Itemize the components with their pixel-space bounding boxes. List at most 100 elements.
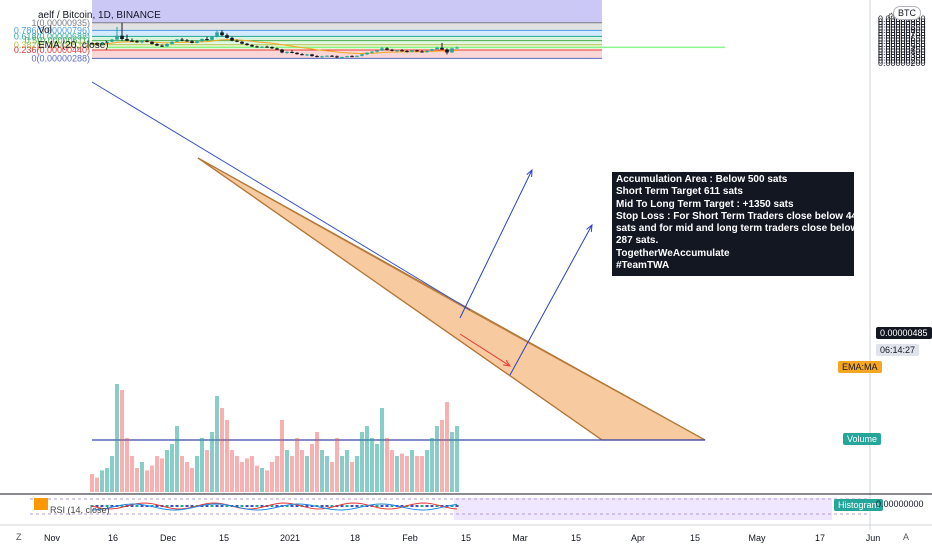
- volume-bar: [155, 456, 159, 492]
- candle: [295, 52, 299, 55]
- volume-bar: [245, 458, 249, 492]
- candle-body: [425, 50, 429, 53]
- fib-zone: [92, 22, 602, 31]
- candle: [185, 39, 189, 42]
- candle: [450, 47, 454, 53]
- histogram-bar: [435, 505, 439, 507]
- volume-bar: [220, 408, 224, 492]
- candle-body: [430, 49, 434, 51]
- volume-bar: [435, 426, 439, 492]
- candle-body: [100, 42, 104, 45]
- volume-bar: [445, 402, 449, 492]
- pullback-arrow-head: [503, 359, 512, 367]
- histogram-bar: [140, 505, 144, 507]
- x-axis-tick-label: 18: [350, 533, 360, 543]
- histogram-bar: [185, 505, 189, 507]
- histogram-bar: [165, 505, 169, 507]
- candle: [265, 45, 269, 48]
- rsi-axis-value: 0.00000000: [876, 499, 924, 509]
- candle: [225, 33, 229, 39]
- volume-bar: [115, 384, 119, 492]
- x-axis-tick-label: 15: [219, 533, 229, 543]
- candle-body: [250, 45, 254, 47]
- candle: [390, 48, 394, 52]
- candle-body: [350, 56, 354, 58]
- ema-indicator-label[interactable]: EMA (20, close): [38, 40, 109, 51]
- volume-bar: [405, 456, 409, 492]
- annotation-box[interactable]: Accumulation Area : Below 500 sats Short…: [612, 172, 863, 276]
- candle: [345, 55, 349, 58]
- histogram-bar: [270, 505, 274, 507]
- histogram-bar: [100, 505, 104, 507]
- symbol-title[interactable]: aelf / Bitcoin, 1D, BINANCE: [38, 10, 161, 21]
- candle-body: [255, 46, 259, 48]
- histogram-bar: [385, 505, 389, 507]
- candle: [370, 51, 374, 54]
- candle-body: [170, 41, 174, 44]
- candle: [355, 55, 359, 58]
- histogram-bar: [240, 505, 244, 507]
- volume-bar: [305, 456, 309, 492]
- candle-body: [410, 50, 414, 52]
- volume-bar: [215, 396, 219, 492]
- candle-body: [395, 50, 399, 52]
- histogram-bar: [330, 505, 334, 507]
- candle-body: [400, 50, 404, 52]
- triangle-lower-edge: [197, 157, 603, 441]
- histogram-bar: [175, 505, 179, 507]
- candle-body: [450, 48, 454, 53]
- volume-bar: [310, 444, 314, 492]
- candle: [315, 55, 319, 58]
- histogram-bar: [150, 505, 154, 507]
- volume-bar: [135, 468, 139, 492]
- volume-bar: [170, 444, 174, 492]
- candle: [340, 56, 344, 59]
- histogram-bar: [180, 505, 184, 507]
- volume-axis-tag: Volume: [843, 433, 882, 445]
- y-axis-tick-label: 0.00000450: [878, 44, 926, 54]
- candle: [155, 43, 159, 47]
- countdown-tag: 06:14:27: [876, 344, 920, 356]
- volume-bar: [365, 426, 369, 492]
- volume-bar: [415, 456, 419, 492]
- candle-body: [275, 48, 279, 50]
- volume-bar: [105, 468, 109, 492]
- volume-bar: [360, 432, 364, 492]
- rsi-indicator-label[interactable]: RSI (14, close): [50, 505, 110, 515]
- x-axis-tick-label: Mar: [512, 533, 528, 543]
- candle-body: [135, 41, 139, 43]
- candle-body: [405, 51, 409, 53]
- candle: [165, 43, 169, 47]
- candle: [405, 50, 409, 53]
- annotation-line-6: 287 sats.: [616, 235, 659, 247]
- short-term-target-arrow-head: [526, 168, 533, 178]
- histogram-bar: [345, 505, 349, 507]
- y-axis-tick-label: 0.00000350: [878, 50, 926, 60]
- fib-zone: [92, 36, 602, 41]
- candle-body: [325, 55, 329, 57]
- y-axis-tick-label: 0.00000700: [878, 31, 926, 41]
- volume-bar: [180, 456, 184, 492]
- volume-bar: [200, 438, 204, 492]
- histogram-bar: [290, 505, 294, 507]
- vol-indicator-label[interactable]: Vol: [38, 25, 52, 36]
- y-axis-tick-label: 0.00000750: [878, 28, 926, 38]
- candle-body: [285, 51, 289, 53]
- candle: [385, 47, 389, 51]
- currency-button[interactable]: BTC: [893, 6, 921, 20]
- volume-bar: [265, 470, 269, 492]
- histogram-bar: [275, 505, 279, 507]
- histogram-bar: [355, 505, 359, 507]
- candle: [395, 49, 399, 53]
- volume-bar: [90, 474, 94, 492]
- candle-body: [380, 48, 384, 51]
- histogram-axis-tag: Histogram: [834, 499, 884, 511]
- candle: [335, 55, 339, 58]
- histogram-bar: [400, 505, 404, 507]
- auto-scale-icon: A: [903, 532, 909, 542]
- candle-body: [105, 41, 109, 43]
- candle: [115, 26, 119, 42]
- candle-body: [260, 46, 264, 48]
- candle-body: [210, 36, 214, 40]
- candle: [305, 53, 309, 57]
